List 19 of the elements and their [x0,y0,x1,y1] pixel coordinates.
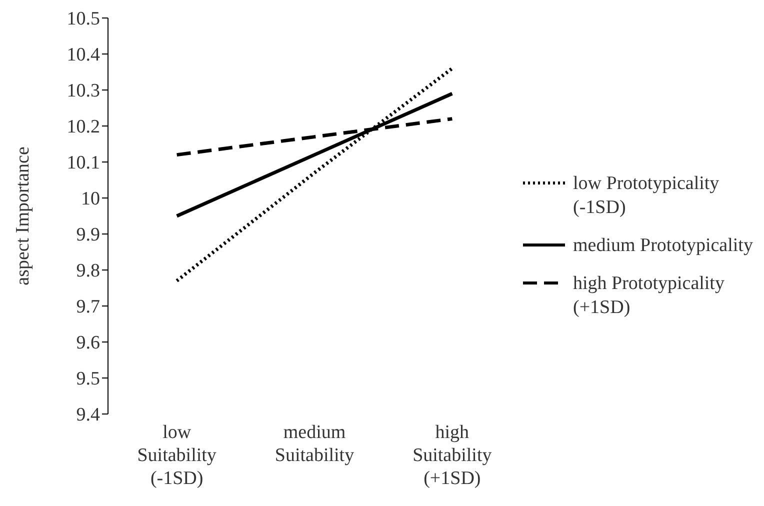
y-tick-label: 10.5 [66,8,100,30]
y-tick-label: 9.4 [76,404,100,426]
y-tick-label: 10 [81,188,100,210]
y-tick-label: 9.7 [76,296,100,318]
x-tick-label: medium Suitability [274,422,355,466]
x-tick-label: low Suitability (-1SD) [137,422,217,489]
x-tick-label: high Suitability (+1SD) [412,422,492,489]
y-tick-label: 10.1 [66,152,100,174]
y-tick-label: 9.6 [76,332,100,354]
y-tick-label: 9.8 [76,260,100,282]
legend-label: low Prototypicality (-1SD) [573,172,720,220]
y-tick-label: 9.9 [76,224,100,246]
y-tick-label: 10.4 [66,44,100,66]
legend-label: medium Prototypicality [573,234,753,258]
y-tick-label: 10.2 [66,116,100,138]
legend-label: high Prototypicality (+1SD) [573,272,726,320]
y-tick-label: 9.5 [76,368,100,390]
y-tick-label: 10.3 [66,80,100,102]
y-axis-title: aspect Importance [12,146,34,286]
